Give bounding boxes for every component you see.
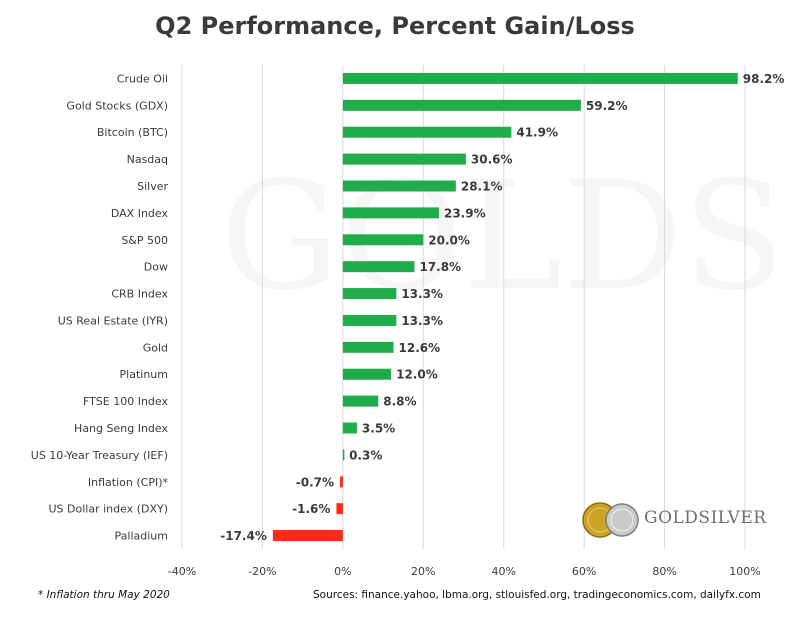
data-label: -1.6% [292,502,330,516]
category-label: Platinum [120,368,168,381]
bar [342,72,738,84]
bar [342,395,379,407]
x-tick-label: -40% [168,565,196,578]
category-label: S&P 500 [121,234,168,247]
category-label: US Dollar index (DXY) [48,503,168,516]
data-label: 41.9% [516,126,558,140]
x-tick-label: 0% [334,565,351,578]
bar [342,180,456,192]
sources-note: Sources: finance.yahoo, lbma.org, stloui… [313,589,761,601]
bar [342,153,466,165]
category-label: US Real Estate (IYR) [58,314,168,327]
category-label: Gold [143,341,168,354]
category-label: Nasdaq [127,153,168,166]
bar [342,207,439,219]
logo-text: GOLDSILVER [644,508,767,528]
x-tick-label: -20% [248,565,276,578]
data-label: 20.0% [428,233,470,247]
data-label: 23.9% [444,206,486,220]
bar [340,476,343,488]
bar [342,341,394,353]
category-label: US 10-Year Treasury (IEF) [31,449,168,462]
x-tick-label: 60% [572,565,596,578]
bar [272,530,343,542]
category-label: Dow [144,261,168,274]
data-label: 13.3% [401,287,443,301]
category-label: Bitcoin (BTC) [97,126,168,139]
category-label: Palladium [115,530,168,543]
bar [342,126,512,138]
data-label: -17.4% [220,529,267,543]
bar [342,261,415,273]
data-label: 17.8% [419,260,461,274]
data-label: 98.2% [743,72,785,86]
category-label: Hang Seng Index [74,422,168,435]
bar [342,99,581,111]
bar [336,503,343,515]
category-label: Silver [137,180,168,193]
bar [342,368,392,380]
x-tick-label: 20% [411,565,435,578]
category-label: CRB Index [111,288,168,301]
data-label: 8.8% [383,395,416,409]
bar [342,288,397,300]
data-label: -0.7% [296,475,334,489]
data-label: 12.0% [396,368,438,382]
data-label: 59.2% [586,99,628,113]
chart-title: Q2 Performance, Percent Gain/Loss [155,12,635,40]
bar [342,314,397,326]
bar [342,234,424,246]
category-label: Inflation (CPI)* [88,476,169,489]
footnote: * Inflation thru May 2020 [38,589,170,601]
coins-icon [582,502,639,538]
data-label: 12.6% [399,341,441,355]
category-label: FTSE 100 Index [83,395,169,408]
x-tick-label: 80% [652,565,676,578]
goldsilver-logo: GOLDSILVER [578,500,778,540]
category-label: DAX Index [111,207,169,220]
x-tick-label: 100% [729,565,760,578]
data-label: 30.6% [471,153,513,167]
bar [342,422,357,434]
data-label: 13.3% [401,314,443,328]
x-tick-label: 40% [491,565,515,578]
data-label: 28.1% [461,180,503,194]
category-label: Gold Stocks (GDX) [66,99,168,112]
data-label: 3.5% [362,422,395,436]
data-label: 0.3% [349,448,382,462]
bar [342,449,345,461]
category-label: Crude Oil [117,72,168,85]
